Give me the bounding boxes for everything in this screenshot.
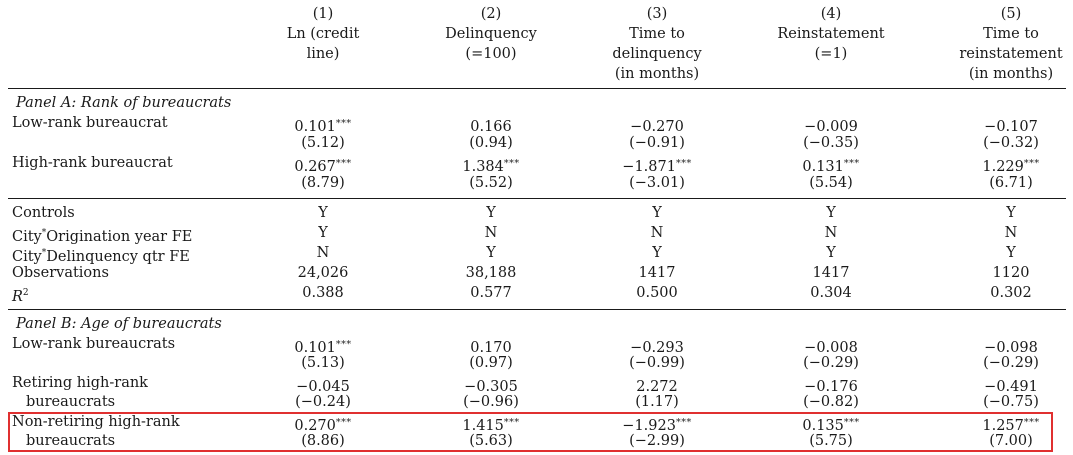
panel-b-title: Panel B: Age of bureaucrats: [16, 316, 222, 332]
estimate-cell: −0.008: [804, 340, 858, 356]
panel-a-title: Panel A: Rank of bureaucrats: [16, 95, 232, 111]
value-cell: N: [824, 225, 838, 241]
value-cell: Y: [486, 245, 496, 261]
column-header-2: (2) Delinquency (=100): [445, 6, 537, 62]
row-label-city-origination-fe: City*Origination year FE: [12, 228, 193, 245]
column-header-5: (5) Time to reinstatement (in months): [959, 6, 1063, 82]
value-cell: 0.302: [990, 285, 1032, 301]
value-cell: 1120: [992, 265, 1030, 281]
row-label-city-delinquency-fe: City*Delinquency qtr FE: [12, 248, 190, 265]
tstat-cell: (−0.29): [803, 355, 859, 371]
column-header-3: (3) Time to delinquency (in months): [612, 6, 702, 82]
tstat-cell: (1.17): [635, 394, 679, 410]
tstat-cell: (−0.29): [983, 355, 1039, 371]
estimate-cell: 0.166: [470, 119, 512, 135]
row-label-high-rank: High-rank bureaucrat: [12, 155, 173, 171]
estimate-cell: −0.045: [296, 379, 350, 395]
value-cell: 0.388: [302, 285, 344, 301]
tstat-cell: (8.79): [301, 175, 345, 191]
estimate-cell: 0.270***: [294, 417, 352, 434]
estimate-cell: −1.871***: [622, 158, 692, 175]
tstat-cell: (6.71): [989, 175, 1033, 191]
row-label-non-retiring-high-rank-cont: bureaucrats: [26, 433, 116, 449]
estimate-cell: −0.009: [804, 119, 858, 135]
value-cell: Y: [318, 205, 328, 221]
estimate-cell: 0.131***: [802, 158, 860, 175]
tstat-cell: (8.86): [301, 433, 345, 449]
value-cell: N: [1004, 225, 1018, 241]
estimate-cell: −0.270: [630, 119, 684, 135]
estimate-cell: 2.272: [636, 379, 678, 395]
estimate-cell: 0.101***: [294, 339, 352, 356]
value-cell: 38,188: [465, 265, 517, 281]
estimate-cell: −0.293: [630, 340, 684, 356]
row-label-low-rank: Low-rank bureaucrat: [12, 115, 168, 131]
value-cell: Y: [1006, 205, 1016, 221]
row-label-observations: Observations: [12, 265, 109, 281]
tstat-cell: (−0.75): [983, 394, 1039, 410]
column-header-1: (1) Ln (credit line): [286, 6, 360, 62]
row-label-low-rank-b: Low-rank bureaucrats: [12, 336, 176, 352]
row-label-retiring-high-rank-cont: bureaucrats: [26, 394, 116, 410]
estimate-cell: 1.229***: [982, 158, 1040, 175]
middle-rule: [8, 309, 1066, 310]
estimate-cell: 1.384***: [462, 158, 520, 175]
estimate-cell: 0.101***: [294, 118, 352, 135]
row-label-retiring-high-rank: Retiring high-rank: [12, 375, 148, 391]
tstat-cell: (5.52): [469, 175, 513, 191]
value-cell: Y: [826, 205, 836, 221]
value-cell: 1417: [812, 265, 850, 281]
tstat-cell: (5.63): [469, 433, 513, 449]
value-cell: 24,026: [297, 265, 349, 281]
estimate-cell: 0.267***: [294, 158, 352, 175]
value-cell: Y: [486, 205, 496, 221]
value-cell: Y: [318, 225, 328, 241]
estimate-cell: −0.305: [464, 379, 518, 395]
tstat-cell: (−0.82): [803, 394, 859, 410]
estimate-cell: 0.170: [470, 340, 512, 356]
estimate-cell: −1.923***: [622, 417, 692, 434]
panel-a-rule: [8, 198, 1066, 199]
tstat-cell: (7.00): [989, 433, 1033, 449]
row-label-r-squared: R2: [12, 288, 29, 305]
tstat-cell: (0.97): [469, 355, 513, 371]
tstat-cell: (5.75): [809, 433, 853, 449]
value-cell: Y: [826, 245, 836, 261]
value-cell: 1417: [638, 265, 676, 281]
estimate-cell: −0.107: [984, 119, 1038, 135]
tstat-cell: (5.12): [301, 135, 345, 151]
value-cell: 0.304: [810, 285, 852, 301]
tstat-cell: (−3.01): [629, 175, 685, 191]
row-label-controls: Controls: [12, 205, 75, 221]
tstat-cell: (5.54): [809, 175, 853, 191]
value-cell: 0.577: [470, 285, 512, 301]
tstat-cell: (−0.35): [803, 135, 859, 151]
tstat-cell: (−0.96): [463, 394, 519, 410]
header-rule: [8, 88, 1066, 89]
row-label-non-retiring-high-rank: Non-retiring high-rank: [12, 414, 180, 430]
estimate-cell: 1.257***: [982, 417, 1040, 434]
value-cell: 0.500: [636, 285, 678, 301]
value-cell: Y: [652, 205, 662, 221]
estimate-cell: −0.491: [984, 379, 1038, 395]
tstat-cell: (−0.91): [629, 135, 685, 151]
tstat-cell: (5.13): [301, 355, 345, 371]
tstat-cell: (−0.24): [295, 394, 351, 410]
value-cell: Y: [1006, 245, 1016, 261]
tstat-cell: (−0.32): [983, 135, 1039, 151]
estimate-cell: 0.135***: [802, 417, 860, 434]
value-cell: N: [484, 225, 498, 241]
value-cell: Y: [652, 245, 662, 261]
value-cell: N: [316, 245, 330, 261]
tstat-cell: (−0.99): [629, 355, 685, 371]
estimate-cell: −0.098: [984, 340, 1038, 356]
value-cell: N: [650, 225, 664, 241]
highlight-box: [8, 412, 1053, 452]
tstat-cell: (−2.99): [629, 433, 685, 449]
estimate-cell: 1.415***: [462, 417, 520, 434]
tstat-cell: (0.94): [469, 135, 513, 151]
column-header-4: (4) Reinstatement (=1): [777, 6, 885, 62]
estimate-cell: −0.176: [804, 379, 858, 395]
